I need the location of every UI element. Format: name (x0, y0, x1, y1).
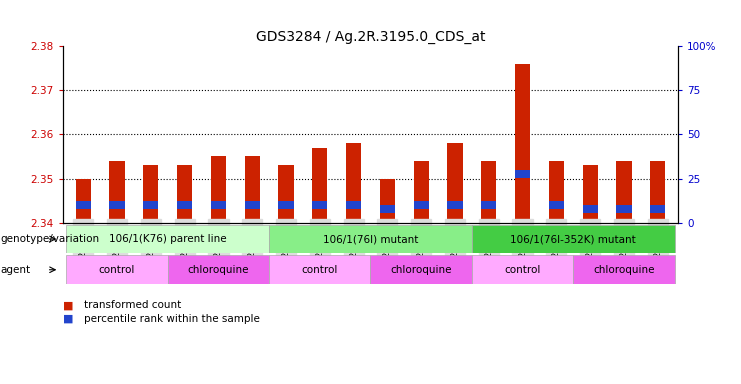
Text: control: control (505, 265, 541, 275)
Bar (346, 201, 361, 209)
Bar (143, 165, 159, 223)
FancyBboxPatch shape (370, 255, 472, 284)
Text: agent: agent (0, 265, 30, 275)
Text: control: control (99, 265, 136, 275)
Bar (380, 205, 395, 214)
Bar (312, 201, 328, 209)
FancyBboxPatch shape (167, 255, 269, 284)
Text: 106/1(K76) parent line: 106/1(K76) parent line (109, 234, 227, 244)
Title: GDS3284 / Ag.2R.3195.0_CDS_at: GDS3284 / Ag.2R.3195.0_CDS_at (256, 30, 485, 44)
FancyBboxPatch shape (472, 255, 574, 284)
Bar (110, 161, 124, 223)
Bar (279, 165, 293, 223)
Text: chloroquine: chloroquine (594, 265, 655, 275)
Bar (143, 201, 159, 209)
FancyBboxPatch shape (269, 225, 472, 253)
Bar (245, 201, 260, 209)
Bar (481, 201, 496, 209)
Text: chloroquine: chloroquine (391, 265, 452, 275)
Bar (650, 161, 665, 223)
Bar (448, 143, 462, 223)
Bar (76, 179, 91, 223)
Text: transformed count: transformed count (84, 300, 181, 310)
Bar (76, 201, 91, 209)
Bar (481, 161, 496, 223)
Bar (380, 179, 395, 223)
Text: 106/1(76I) mutant: 106/1(76I) mutant (323, 234, 418, 244)
Text: percentile rank within the sample: percentile rank within the sample (84, 314, 259, 324)
FancyBboxPatch shape (269, 255, 370, 284)
Bar (312, 147, 328, 223)
Bar (110, 201, 124, 209)
Text: control: control (302, 265, 338, 275)
FancyBboxPatch shape (67, 255, 167, 284)
Bar (279, 201, 293, 209)
FancyBboxPatch shape (472, 225, 674, 253)
Bar (245, 156, 260, 223)
Text: genotype/variation: genotype/variation (0, 234, 99, 244)
Bar (346, 143, 361, 223)
Bar (413, 161, 429, 223)
FancyBboxPatch shape (574, 255, 674, 284)
Text: ■: ■ (63, 300, 73, 310)
Bar (549, 201, 564, 209)
Bar (515, 170, 530, 178)
Bar (582, 205, 598, 214)
Bar (413, 201, 429, 209)
Bar (582, 165, 598, 223)
Bar (617, 161, 631, 223)
Text: chloroquine: chloroquine (187, 265, 249, 275)
Bar (177, 201, 192, 209)
Text: ■: ■ (63, 314, 73, 324)
Bar (211, 201, 226, 209)
Bar (211, 156, 226, 223)
Bar (177, 165, 192, 223)
Bar (650, 205, 665, 214)
FancyBboxPatch shape (67, 225, 269, 253)
Bar (515, 64, 530, 223)
Bar (448, 201, 462, 209)
Text: 106/1(76I-352K) mutant: 106/1(76I-352K) mutant (511, 234, 636, 244)
Bar (617, 205, 631, 214)
Bar (549, 161, 564, 223)
